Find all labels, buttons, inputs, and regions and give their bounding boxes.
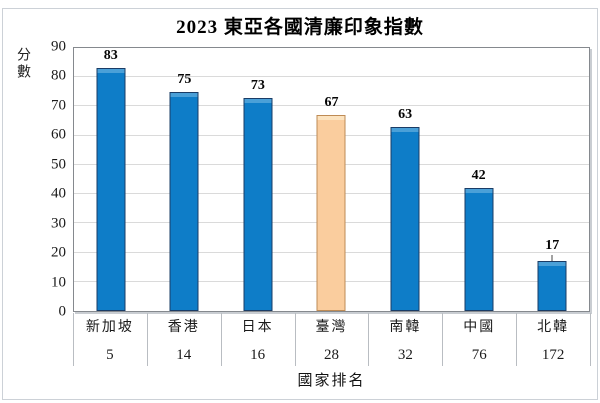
- bar: [464, 188, 494, 311]
- bar: [169, 91, 199, 311]
- category-separator: [73, 313, 74, 366]
- category-separator: [220, 313, 222, 366]
- bar-value-label: 17: [545, 238, 560, 254]
- y-axis-ticks: 0 10 20 30 40 50 60 70 80 90: [0, 39, 66, 319]
- bar-highlighted: [316, 115, 346, 311]
- bar-value-label: 83: [103, 48, 118, 64]
- y-tick-label: 50: [51, 156, 66, 173]
- y-tick-label: 70: [51, 97, 66, 114]
- y-tick-label: 0: [58, 303, 67, 320]
- bar-column: 17: [515, 48, 589, 311]
- x-axis-ranking-row: 5 14 16 28 32 76 172: [73, 346, 590, 364]
- bar: [243, 97, 273, 311]
- y-tick-label: 20: [51, 244, 66, 261]
- category-label: 香港: [167, 320, 200, 335]
- bar-column: 42: [442, 48, 516, 311]
- ranking-label: 16: [250, 347, 266, 363]
- ranking-label: 76: [471, 347, 487, 363]
- y-tick-label: 30: [51, 215, 66, 232]
- y-tick-label: 90: [51, 38, 66, 55]
- bar: [390, 126, 420, 311]
- category-label: 日本: [241, 320, 274, 335]
- plot-area: 83 75 73 67 63 42 17: [73, 47, 590, 312]
- ranking-label: 28: [324, 347, 339, 363]
- bar-column: 67: [295, 48, 369, 311]
- category-separator: [516, 313, 518, 366]
- x-axis-category-row: 新加坡 香港 日本 臺灣 南韓 中國 北韓: [73, 320, 590, 337]
- bar-value-label: 67: [324, 95, 339, 111]
- gridline: [74, 76, 589, 78]
- bar-column: 83: [74, 48, 148, 311]
- label-leader-line: [551, 255, 553, 262]
- category-separator: [146, 313, 148, 366]
- category-separator: [442, 313, 444, 366]
- bar-value-label: 73: [250, 77, 265, 93]
- bar-value-label: 75: [177, 71, 192, 87]
- bar: [96, 68, 126, 311]
- x-axis-title: 國家排名: [297, 373, 366, 389]
- ranking-label: 5: [106, 347, 114, 363]
- category-label: 中國: [463, 320, 496, 335]
- ranking-label: 32: [397, 347, 413, 363]
- bar-column: 75: [148, 48, 222, 311]
- ranking-label: 14: [176, 347, 192, 363]
- y-tick-label: 40: [51, 185, 66, 202]
- y-tick-label: 10: [51, 274, 66, 291]
- category-label: 臺灣: [315, 320, 348, 335]
- chart-title: 2023 東亞各國清廉印象指數: [176, 17, 424, 38]
- category-separator: [590, 313, 591, 366]
- y-tick-label: 60: [51, 126, 66, 143]
- category-label: 北韓: [537, 320, 570, 335]
- gridline: [74, 105, 589, 107]
- y-axis-title: 分數: [15, 47, 30, 81]
- bar-value-label: 63: [398, 106, 413, 122]
- bar-value-label: 42: [471, 168, 486, 184]
- category-separator: [368, 313, 370, 366]
- y-tick-label: 80: [51, 67, 66, 84]
- bar-column: 73: [221, 48, 295, 311]
- category-separator: [294, 313, 296, 366]
- bar: [537, 261, 567, 311]
- bar-column: 63: [368, 48, 442, 311]
- category-label: 新加坡: [85, 320, 134, 335]
- ranking-label: 172: [541, 347, 565, 363]
- category-label: 南韓: [389, 320, 422, 335]
